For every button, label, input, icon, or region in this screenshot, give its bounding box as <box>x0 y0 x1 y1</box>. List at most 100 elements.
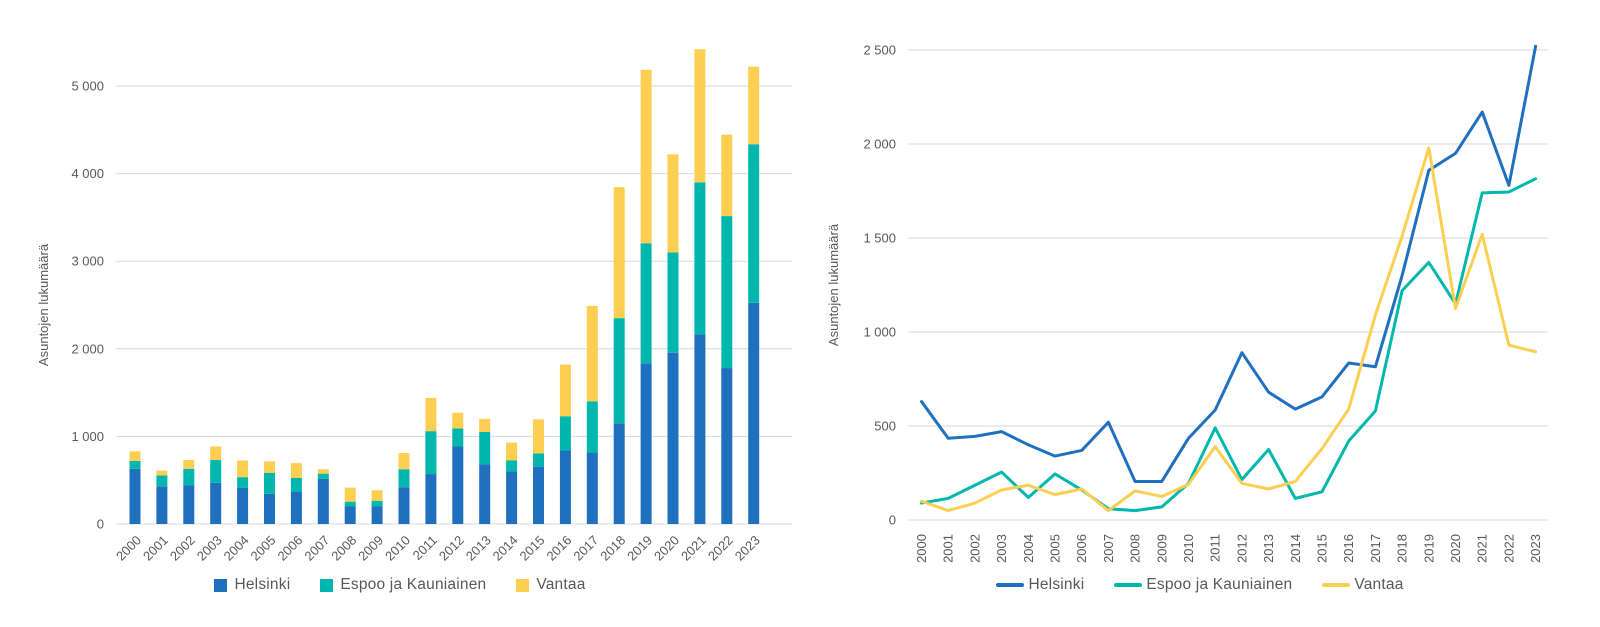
bar-segment-helsinki-2006 <box>290 492 302 524</box>
y-tick-label: 1 000 <box>863 325 896 340</box>
bar-segment-helsinki-2011 <box>425 474 437 524</box>
bar-segment-helsinki-2021 <box>694 334 706 524</box>
y-tick-label: 2 500 <box>863 43 896 58</box>
x-tick-label: 2010 <box>1181 534 1196 563</box>
bar-segment-helsinki-2000 <box>129 468 141 524</box>
bar-segment-espoo-ja-kauniainen-2002 <box>183 468 195 486</box>
x-tick-label: 2016 <box>1341 534 1356 563</box>
bar-segment-vantaa-2008 <box>344 487 356 502</box>
x-tick-label: 2021 <box>1475 534 1490 563</box>
legend-label-helsinki: Helsinki <box>234 576 291 593</box>
bar-segment-espoo-ja-kauniainen-2011 <box>425 431 437 475</box>
bar-segment-helsinki-2017 <box>586 452 598 524</box>
bar-segment-helsinki-2008 <box>344 506 356 524</box>
bar-segment-espoo-ja-kauniainen-2017 <box>586 401 598 453</box>
bar-segment-espoo-ja-kauniainen-2016 <box>559 416 571 451</box>
x-tick-label: 2007 <box>301 533 332 564</box>
y-tick-label: 2 000 <box>71 341 104 356</box>
x-tick-label: 2018 <box>1395 534 1410 563</box>
x-tick-label: 2018 <box>597 533 628 564</box>
bar-segment-vantaa-2015 <box>533 419 544 454</box>
bar-segment-vantaa-2016 <box>559 364 571 417</box>
x-tick-label: 2004 <box>221 533 252 564</box>
y-tick-label: 0 <box>97 517 104 532</box>
x-tick-label: 2017 <box>570 533 601 564</box>
bar-segment-espoo-ja-kauniainen-2019 <box>640 243 652 364</box>
bar-segment-helsinki-2007 <box>317 478 329 524</box>
x-tick-label: 2003 <box>994 534 1009 563</box>
bar-segment-helsinki-2001 <box>156 486 168 524</box>
line-series-vantaa <box>920 146 1538 513</box>
bar-segment-vantaa-2020 <box>667 154 679 253</box>
vantaa-swatch-icon <box>516 578 530 592</box>
bar-chart-legend: Helsinki Espoo ja Kauniainen Vantaa <box>0 576 800 594</box>
line-series-espoo-ja-kauniainen <box>920 177 1538 513</box>
helsinki-line-swatch-icon <box>996 583 1025 587</box>
bar-segment-espoo-ja-kauniainen-2004 <box>237 477 249 488</box>
bar-segment-helsinki-2015 <box>533 466 544 524</box>
bar-segment-helsinki-2016 <box>559 450 571 524</box>
x-tick-label: 2014 <box>490 533 521 564</box>
x-tick-label: 2022 <box>705 533 736 564</box>
x-tick-label: 2011 <box>410 533 440 563</box>
bar-segment-helsinki-2022 <box>721 368 733 524</box>
bar-segment-vantaa-2005 <box>264 461 275 473</box>
bar-segment-vantaa-2018 <box>613 187 625 319</box>
x-tick-label: 2016 <box>543 533 574 564</box>
y-axis-title: Asuntojen lukumäärä <box>36 243 51 366</box>
bar-chart-canvas: 0 1 000 2 000 3 000 4 000 5 000 Asuntojen luku… <box>36 49 792 564</box>
bar-segment-espoo-ja-kauniainen-2013 <box>479 432 491 465</box>
bar-segment-vantaa-2012 <box>452 412 464 429</box>
bar-segment-vantaa-2003 <box>210 446 222 461</box>
x-tick-label: 2002 <box>967 534 982 563</box>
x-tick-label: 2015 <box>517 533 548 564</box>
bar-segment-vantaa-2001 <box>156 470 168 476</box>
x-tick-label: 2023 <box>1528 534 1543 563</box>
bar-segment-vantaa-2006 <box>290 463 302 479</box>
bar-segment-espoo-ja-kauniainen-2012 <box>452 428 464 447</box>
bar-segment-vantaa-2023 <box>748 66 760 145</box>
bar-segment-vantaa-2000 <box>129 451 141 461</box>
bar-segment-vantaa-2014 <box>506 442 518 461</box>
legend-label-vantaa: Vantaa <box>536 576 586 593</box>
bar-segment-espoo-ja-kauniainen-2021 <box>694 182 706 335</box>
x-tick-label: 2020 <box>1448 534 1463 563</box>
bar-segment-vantaa-2011 <box>425 397 437 432</box>
x-tick-label: 2011 <box>1208 534 1223 562</box>
y-tick-label: 5 000 <box>71 79 104 94</box>
y-tick-label: 500 <box>874 419 896 434</box>
bar-segment-helsinki-2009 <box>371 506 383 524</box>
bar-segment-vantaa-2010 <box>398 453 410 470</box>
bar-segment-helsinki-2003 <box>210 482 222 524</box>
bar-segment-vantaa-2004 <box>237 460 249 478</box>
x-tick-label: 2013 <box>1261 534 1276 563</box>
legend-item-espoo: Espoo ja Kauniainen <box>320 576 486 594</box>
x-tick-label: 2003 <box>194 533 225 564</box>
bar-segment-vantaa-2017 <box>586 305 598 402</box>
bar-segment-helsinki-2004 <box>237 487 249 524</box>
legend-label-helsinki: Helsinki <box>1028 576 1085 593</box>
x-tick-label: 2009 <box>1154 534 1169 563</box>
bar-segment-espoo-ja-kauniainen-2018 <box>613 318 625 424</box>
x-tick-label: 2014 <box>1288 534 1303 563</box>
x-tick-label: 2000 <box>914 534 929 563</box>
x-tick-label: 2010 <box>382 533 413 564</box>
bar-segment-helsinki-2012 <box>452 446 464 524</box>
bar-segment-helsinki-2002 <box>183 485 195 524</box>
espoo-swatch-icon <box>320 578 334 592</box>
y-tick-label: 1 000 <box>71 429 104 444</box>
x-tick-label: 2009 <box>355 533 386 564</box>
legend-label-espoo: Espoo ja Kauniainen <box>340 576 487 593</box>
bar-segment-espoo-ja-kauniainen-2023 <box>748 144 760 303</box>
y-tick-label: 3 000 <box>71 254 104 269</box>
bar-segment-espoo-ja-kauniainen-2010 <box>398 469 410 488</box>
x-tick-label: 2015 <box>1315 534 1330 563</box>
bar-segment-espoo-ja-kauniainen-2006 <box>290 478 302 493</box>
x-tick-label: 2013 <box>463 533 494 564</box>
x-tick-label: 2004 <box>1021 534 1036 563</box>
bar-segment-vantaa-2021 <box>694 49 706 183</box>
x-tick-label: 2023 <box>732 533 763 564</box>
x-tick-label: 2022 <box>1501 534 1516 563</box>
bar-segment-helsinki-2019 <box>640 363 652 524</box>
bar-segment-helsinki-2010 <box>398 487 410 524</box>
